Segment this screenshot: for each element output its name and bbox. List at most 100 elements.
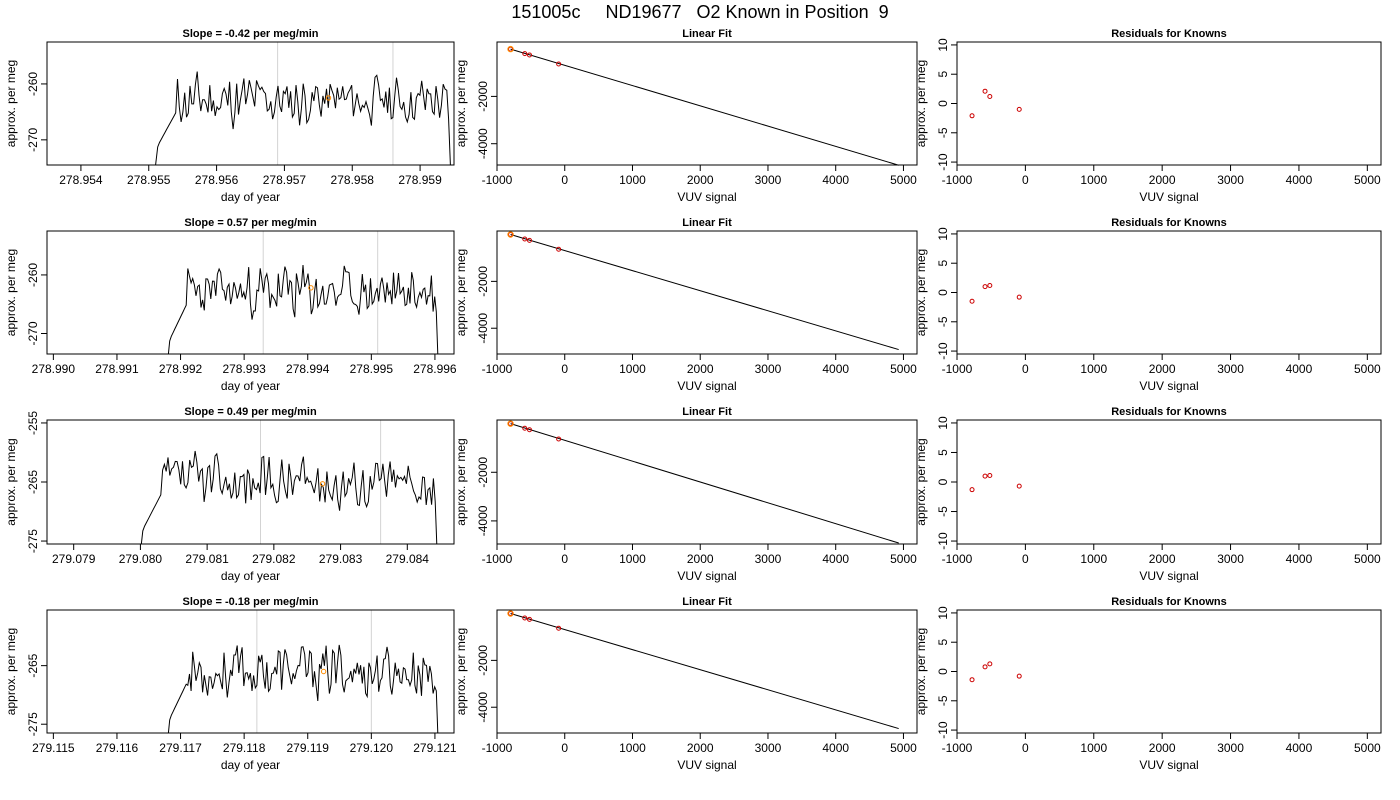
fit-x-tick-label: 0 xyxy=(561,741,568,755)
residual-point xyxy=(987,93,993,99)
fit-x-tick-label: 3000 xyxy=(755,552,782,566)
trace-y-tick-label: -275 xyxy=(26,712,40,736)
trace-y-tick-label: -265 xyxy=(26,470,40,494)
linear-fit-panel-2: -1000 0 1000 2000 3000 4000 5000 VUV signal -400… xyxy=(454,217,918,393)
residual-point xyxy=(1016,294,1022,300)
trace-x-tick-label: 279.079 xyxy=(52,552,96,566)
fit-title: Linear Fit xyxy=(682,406,732,418)
fit-x-axis-label: VUV signal xyxy=(677,569,736,583)
residuals-x-tick-label: -1000 xyxy=(942,552,973,566)
known-fit-point xyxy=(507,610,514,617)
residuals-y-axis-label: approx. per meg xyxy=(914,60,928,147)
fit-x-tick-label: 0 xyxy=(561,552,568,566)
fit-y-axis-label: approx. per meg xyxy=(454,60,468,147)
residuals-y-axis-label: approx. per meg xyxy=(914,249,928,336)
residuals-y-tick-label: 10 xyxy=(936,606,950,620)
trace-x-tick-label: 278.955 xyxy=(127,173,171,187)
residual-point xyxy=(982,88,988,94)
fit-point xyxy=(556,246,562,252)
residual-point xyxy=(1016,673,1022,679)
fit-point xyxy=(527,52,533,58)
residuals-x-tick-label: 2000 xyxy=(1149,552,1176,566)
linear-fit-panel-4: -1000 0 1000 2000 3000 4000 5000 VUV signal -400… xyxy=(454,596,918,772)
trace-frame xyxy=(46,419,455,545)
fit-title: Linear Fit xyxy=(682,28,732,40)
residual-point xyxy=(982,664,988,670)
fit-point xyxy=(522,615,528,621)
residuals-y-tick-label: 0 xyxy=(936,668,950,675)
residuals-x-tick-label: -1000 xyxy=(942,173,973,187)
residuals-y-tick-label: 5 xyxy=(936,449,950,456)
residual-point xyxy=(969,677,975,683)
fit-x-tick-label: 3000 xyxy=(755,741,782,755)
residuals-x-tick-label: 0 xyxy=(1022,173,1029,187)
residuals-x-tick-label: 3000 xyxy=(1217,741,1244,755)
trace-panel-2: 278.990 278.991 278.992 278.993 278.994 278.9… xyxy=(4,217,457,393)
known-fit-point xyxy=(507,45,514,53)
trace-x-axis-label: day of year xyxy=(221,569,280,583)
residual-point xyxy=(982,473,988,479)
trace-x-tick-label: 279.082 xyxy=(252,552,296,566)
residuals-x-tick-label: 4000 xyxy=(1286,741,1313,755)
residuals-x-tick-label: 5000 xyxy=(1354,173,1381,187)
residuals-y-tick-label: -5 xyxy=(936,695,950,706)
residuals-y-tick-label: 0 xyxy=(936,100,950,107)
residuals-frame xyxy=(956,419,1382,545)
trace-y-axis-label: approx. per meg xyxy=(4,249,18,336)
fit-x-tick-label: 4000 xyxy=(822,173,849,187)
trace-x-tick-label: 279.083 xyxy=(319,552,363,566)
residuals-y-tick-label: -10 xyxy=(936,153,950,171)
residuals-x-tick-label: 2000 xyxy=(1149,741,1176,755)
fit-line xyxy=(510,423,899,544)
measurement-trace-line xyxy=(167,644,439,733)
trace-x-tick-label: 278.990 xyxy=(32,362,76,376)
residual-point xyxy=(982,284,988,290)
residuals-x-tick-label: 0 xyxy=(1022,741,1029,755)
fit-point xyxy=(527,427,533,433)
residuals-title: Residuals for Knowns xyxy=(1111,28,1227,40)
fit-x-axis-label: VUV signal xyxy=(677,758,736,772)
trace-y-axis-label: approx. per meg xyxy=(4,628,18,715)
fit-x-tick-label: -1000 xyxy=(482,362,513,376)
residuals-x-tick-label: 5000 xyxy=(1354,362,1381,376)
trace-x-tick-label: 279.080 xyxy=(119,552,163,566)
measurement-trace-line xyxy=(155,71,451,165)
residuals-title: Residuals for Knowns xyxy=(1111,217,1227,229)
fit-x-tick-label: 2000 xyxy=(687,173,714,187)
residuals-x-tick-label: 0 xyxy=(1022,552,1029,566)
trace-x-tick-label: 278.958 xyxy=(331,173,375,187)
fit-title: Linear Fit xyxy=(682,217,732,229)
residuals-x-tick-label: -1000 xyxy=(942,362,973,376)
trace-x-tick-label: 278.993 xyxy=(222,362,266,376)
fit-x-tick-label: 2000 xyxy=(687,362,714,376)
residuals-y-tick-label: -5 xyxy=(936,127,950,138)
residuals-x-tick-label: 1000 xyxy=(1080,552,1107,566)
fit-x-tick-label: 3000 xyxy=(755,362,782,376)
trace-x-tick-label: 279.120 xyxy=(350,741,394,755)
fit-y-tick-label: -4000 xyxy=(476,505,490,536)
known-fit-point xyxy=(507,420,514,427)
fit-x-tick-label: 0 xyxy=(561,173,568,187)
residual-point xyxy=(987,473,993,479)
residuals-x-tick-label: 0 xyxy=(1022,362,1029,376)
residuals-x-tick-label: 4000 xyxy=(1286,362,1313,376)
fit-y-axis-label: approx. per meg xyxy=(454,628,468,715)
fit-x-tick-label: 5000 xyxy=(890,741,917,755)
fit-x-axis-label: VUV signal xyxy=(677,379,736,393)
fit-line xyxy=(510,613,899,730)
linear-fit-panel-1: -1000 0 1000 2000 3000 4000 5000 VUV signal -400… xyxy=(454,28,918,204)
figure-title: 151005c ND19677 O2 Known in Position 9 xyxy=(511,2,889,22)
trace-x-tick-label: 279.121 xyxy=(413,741,457,755)
trace-x-tick-label: 279.116 xyxy=(96,741,139,755)
residual-point xyxy=(969,487,975,493)
fit-line xyxy=(510,234,899,351)
known-mean-marker xyxy=(319,481,326,487)
trace-x-tick-label: 278.996 xyxy=(413,362,457,376)
fit-x-tick-label: 1000 xyxy=(619,173,646,187)
residual-point xyxy=(987,661,993,667)
trace-x-tick-label: 279.119 xyxy=(286,741,329,755)
residuals-y-tick-label: 10 xyxy=(936,227,950,241)
trace-y-tick-label: -260 xyxy=(26,72,40,96)
trace-panel-3: 279.079 279.080 279.081 279.082 279.083 279.0… xyxy=(4,406,455,583)
trace-y-tick-label: -275 xyxy=(26,529,40,553)
